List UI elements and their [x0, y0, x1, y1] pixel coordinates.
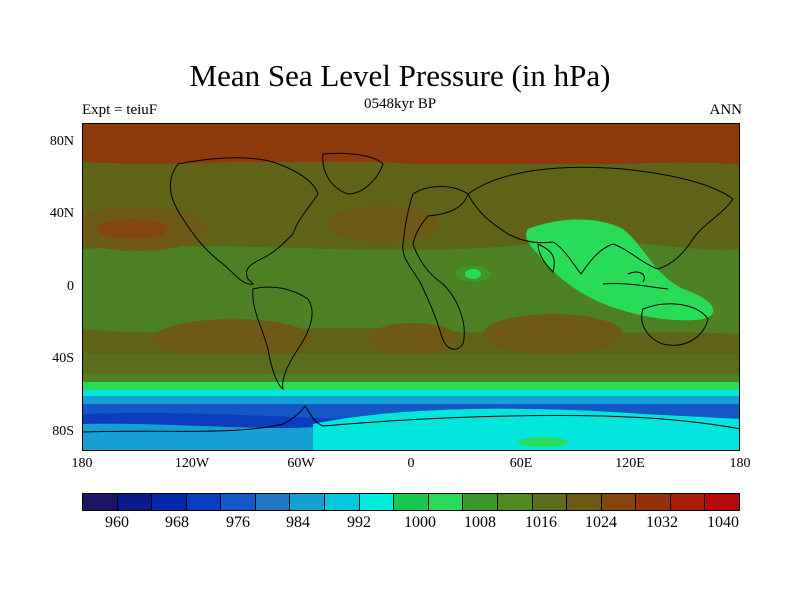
colorbar-box: [394, 494, 429, 510]
ytick-40n: 40N: [49, 206, 74, 221]
colorbar-box: [636, 494, 671, 510]
xtick-60e: 60E: [509, 456, 533, 471]
colorbar-box: [186, 494, 222, 510]
colorbar-box: [428, 494, 464, 510]
colorbar-box: [152, 494, 187, 510]
colorbar-box: [463, 494, 498, 510]
ytick-80n: 80N: [49, 134, 74, 149]
ytick-80s: 80S: [52, 424, 74, 439]
low-africa-core: [465, 269, 481, 279]
band-south-cyan: [83, 390, 739, 396]
colorbar: [82, 493, 740, 511]
colorbar-box: [601, 494, 637, 510]
colorbar-label: 1016: [525, 514, 557, 531]
colorbar-box: [359, 494, 395, 510]
high-indian: [483, 314, 623, 354]
colorbar-box: [255, 494, 291, 510]
band-south-mid: [83, 354, 739, 374]
experiment-label: Expt = teiuF: [82, 102, 158, 118]
xtick-180w: 180: [71, 456, 93, 471]
band-south-green: [83, 374, 739, 382]
colorbar-box: [705, 494, 739, 510]
band-subarctic: [83, 164, 739, 189]
high-north-pacific-core: [98, 219, 168, 239]
colorbar-box: [83, 494, 118, 510]
colorbar-label: 984: [286, 514, 310, 531]
colorbar-label: 1000: [404, 514, 436, 531]
low-asian-monsoon: [526, 219, 714, 321]
pressure-map: [82, 123, 740, 451]
xtick-0: 0: [407, 456, 415, 471]
coastlines: [83, 152, 739, 433]
ytick-40s: 40S: [52, 351, 74, 366]
high-north-atlantic: [328, 206, 438, 242]
band-arctic-edge: [83, 144, 739, 168]
antarctic-green: [518, 437, 568, 447]
colorbar-label: 1032: [646, 514, 678, 531]
colorbar-label: 1024: [585, 514, 617, 531]
colorbar-box: [117, 494, 153, 510]
xtick-120e: 120E: [615, 456, 645, 471]
xtick-60w: 60W: [287, 456, 315, 471]
high-south-pacific: [153, 319, 313, 359]
colorbar-box: [670, 494, 706, 510]
ytick-0: 0: [67, 279, 74, 294]
xtick-120w: 120W: [174, 456, 210, 471]
plot-subtitle: 0548kyr BP: [363, 96, 437, 112]
high-south-atlantic: [368, 323, 458, 355]
season-label: ANN: [709, 102, 743, 118]
band-south-lightgreen: [83, 382, 739, 390]
colorbar-box: [290, 494, 326, 510]
map-svg: [83, 124, 739, 450]
colorbar-label: 992: [347, 514, 371, 531]
colorbar-label: 1040: [707, 514, 739, 531]
xtick-180e: 180: [729, 456, 751, 471]
colorbar-label: 976: [226, 514, 250, 531]
band-south-teal: [83, 396, 739, 404]
colorbar-box: [567, 494, 602, 510]
colorbar-box: [221, 494, 256, 510]
colorbar-label: 968: [165, 514, 189, 531]
colorbar-label: 1008: [464, 514, 496, 531]
colorbar-label: 960: [105, 514, 129, 531]
colorbar-box: [497, 494, 533, 510]
colorbar-box: [532, 494, 568, 510]
colorbar-box: [325, 494, 360, 510]
plot-title: Mean Sea Level Pressure (in hPa): [189, 58, 611, 93]
